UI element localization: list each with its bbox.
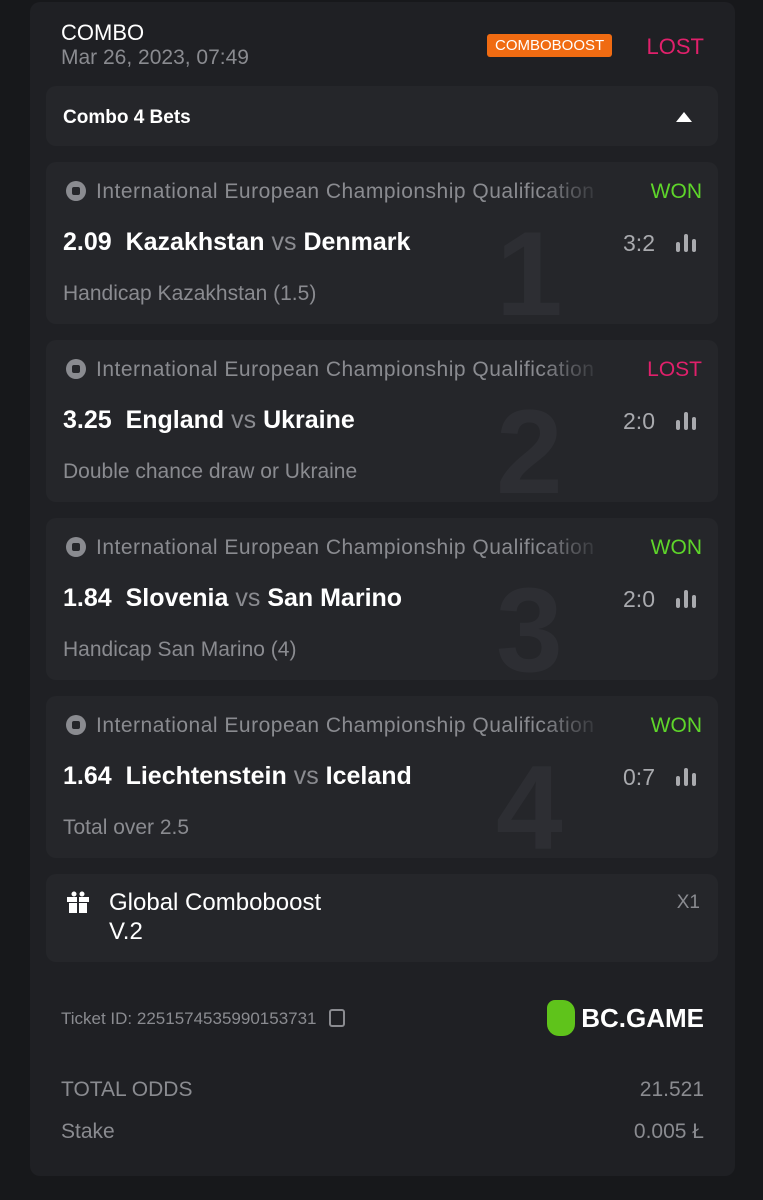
bet-leg: 2 International European Championship Qu… bbox=[46, 340, 718, 502]
match: 2.09 Kazakhstan vs Denmark bbox=[63, 228, 411, 256]
bet-card: COMBO Mar 26, 2023, 07:49 COMBOBOOST LOS… bbox=[30, 2, 735, 1176]
score: 2:0 bbox=[623, 586, 655, 612]
match: 3.25 England vs Ukraine bbox=[63, 406, 355, 434]
score: 0:7 bbox=[623, 764, 655, 790]
leg-result: WON bbox=[650, 180, 702, 203]
market: Handicap San Marino (4) bbox=[63, 638, 297, 661]
gift-icon bbox=[67, 891, 89, 913]
soccer-ball-icon bbox=[66, 537, 86, 557]
comboboost-badge: COMBOBOOST bbox=[487, 34, 613, 57]
stake-row: Stake 0.005 Ł bbox=[61, 1120, 704, 1143]
league-name: International European Championship Qual… bbox=[66, 536, 606, 560]
bet-leg: 4 International European Championship Qu… bbox=[46, 696, 718, 858]
triangle-up-icon bbox=[676, 112, 692, 122]
boost-name: Global Comboboost V.2 bbox=[109, 889, 322, 945]
stats-icon[interactable] bbox=[676, 590, 696, 608]
market: Double chance draw or Ukraine bbox=[63, 460, 358, 483]
comboboost-box: Global Comboboost V.2 X1 bbox=[46, 874, 718, 962]
bet-type: COMBO bbox=[61, 20, 145, 45]
leg-result: WON bbox=[650, 536, 702, 559]
market: Handicap Kazakhstan (1.5) bbox=[63, 282, 317, 305]
leg-index: 2 bbox=[496, 385, 563, 502]
leg-result: WON bbox=[650, 714, 702, 737]
logo-mark-icon bbox=[547, 1000, 576, 1036]
combo-toggle[interactable]: Combo 4 Bets bbox=[46, 86, 718, 146]
stats-icon[interactable] bbox=[676, 412, 696, 430]
bc-game-logo: BC.GAME bbox=[547, 1000, 704, 1036]
bet-date: Mar 26, 2023, 07:49 bbox=[61, 46, 249, 69]
leg-index: 3 bbox=[496, 563, 563, 680]
soccer-ball-icon bbox=[66, 181, 86, 201]
bet-status: LOST bbox=[646, 34, 704, 59]
stats-icon[interactable] bbox=[676, 234, 696, 252]
league-name: International European Championship Qual… bbox=[66, 358, 606, 382]
bet-leg: 1 International European Championship Qu… bbox=[46, 162, 718, 324]
score: 2:0 bbox=[623, 408, 655, 434]
match: 1.64 Liechtenstein vs Iceland bbox=[63, 762, 412, 790]
league-name: International European Championship Qual… bbox=[66, 180, 606, 204]
ticket-id: Ticket ID: 2251574535990153731 bbox=[61, 1009, 345, 1029]
boost-multiplier: X1 bbox=[676, 892, 700, 913]
combo-label: Combo 4 Bets bbox=[63, 107, 191, 128]
soccer-ball-icon bbox=[66, 715, 86, 735]
soccer-ball-icon bbox=[66, 359, 86, 379]
market: Total over 2.5 bbox=[63, 816, 190, 839]
bet-leg: 3 International European Championship Qu… bbox=[46, 518, 718, 680]
league-name: International European Championship Qual… bbox=[66, 714, 606, 738]
score: 3:2 bbox=[623, 230, 655, 256]
leg-index: 1 bbox=[496, 207, 563, 324]
copy-icon[interactable] bbox=[328, 1009, 345, 1027]
match: 1.84 Slovenia vs San Marino bbox=[63, 584, 403, 612]
leg-result: LOST bbox=[647, 358, 702, 381]
stats-icon[interactable] bbox=[676, 768, 696, 786]
total-odds-row: TOTAL ODDS 21.521 bbox=[61, 1078, 704, 1101]
leg-index: 4 bbox=[496, 741, 563, 858]
